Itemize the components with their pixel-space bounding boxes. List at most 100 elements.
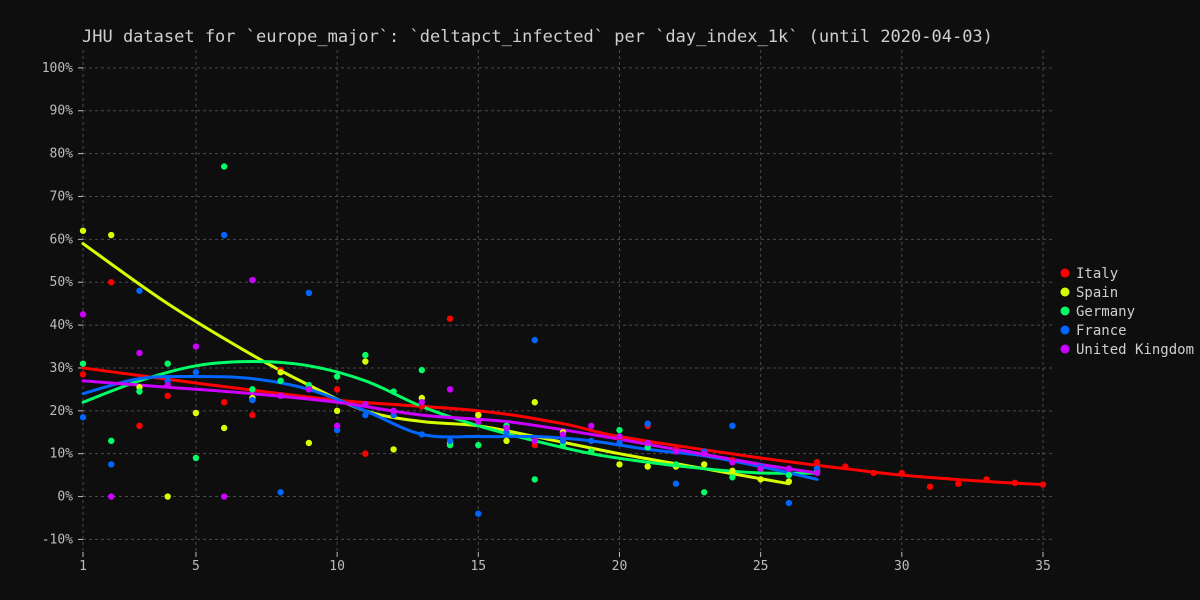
- point-germany: [475, 441, 482, 449]
- point-spain: [108, 231, 115, 239]
- x-tick-label: 5: [192, 559, 200, 574]
- trend-line-france: [81, 374, 819, 481]
- point-italy: [79, 371, 87, 378]
- point-france: [108, 461, 115, 468]
- point-spain: [785, 478, 793, 485]
- point-united-kingdom: [390, 407, 397, 415]
- point-spain: [164, 493, 171, 500]
- point-germany: [249, 386, 256, 393]
- grid: [82, 50, 1055, 552]
- point-italy: [955, 480, 962, 487]
- y-tick-label: 80%: [50, 147, 74, 162]
- point-spain: [305, 439, 313, 447]
- point-france: [729, 422, 736, 430]
- point-france: [531, 336, 538, 344]
- point-germany: [531, 476, 538, 483]
- point-united-kingdom: [164, 381, 171, 389]
- point-spain: [475, 411, 482, 419]
- chart-title: JHU dataset for `europe_major`: `deltapc…: [82, 27, 993, 47]
- y-tick-label: 10%: [50, 447, 74, 462]
- y-tick-label: 50%: [50, 275, 74, 290]
- legend-label-france: France: [1076, 323, 1127, 339]
- point-italy: [983, 476, 990, 483]
- point-spain: [700, 461, 708, 468]
- point-france: [79, 414, 87, 421]
- point-united-kingdom: [813, 469, 821, 477]
- point-germany: [277, 377, 284, 385]
- point-united-kingdom: [475, 418, 482, 425]
- data-points: [79, 163, 1047, 517]
- y-tick-label: -10%: [42, 532, 73, 547]
- x-tick-label: 25: [753, 559, 769, 574]
- point-germany: [785, 471, 793, 479]
- point-spain: [192, 409, 200, 417]
- point-italy: [926, 483, 934, 490]
- point-united-kingdom: [588, 422, 595, 430]
- legend-label-spain: Spain: [1076, 285, 1118, 301]
- legend-label-united-kingdom: United Kingdom: [1076, 342, 1194, 358]
- point-united-kingdom: [559, 431, 567, 438]
- point-italy: [898, 469, 906, 477]
- point-united-kingdom: [672, 448, 680, 455]
- point-france: [446, 437, 454, 445]
- point-united-kingdom: [305, 386, 313, 393]
- y-tick-label: 90%: [50, 104, 74, 119]
- legend-marker-spain: [1060, 287, 1070, 297]
- point-united-kingdom: [192, 343, 200, 350]
- point-united-kingdom: [277, 392, 284, 400]
- y-tick-label: 70%: [50, 189, 74, 204]
- x-axis: 1 5 10 15 20 25 30 35: [79, 552, 1051, 574]
- point-france: [672, 480, 680, 487]
- point-united-kingdom: [531, 437, 538, 445]
- point-france: [220, 231, 228, 239]
- point-germany: [333, 373, 341, 380]
- trend-line-italy: [81, 366, 1045, 487]
- point-united-kingdom: [729, 459, 736, 466]
- point-france: [136, 287, 143, 294]
- point-united-kingdom: [700, 450, 708, 457]
- point-united-kingdom: [333, 422, 341, 430]
- point-spain: [729, 467, 736, 475]
- legend: Italy Spain Germany France United Kingdom: [1060, 266, 1194, 358]
- point-germany: [729, 474, 736, 481]
- point-france: [559, 437, 567, 445]
- point-france: [249, 396, 256, 404]
- trend-lines: [81, 242, 1045, 487]
- point-france: [305, 289, 313, 297]
- point-germany: [220, 163, 228, 170]
- point-spain: [390, 446, 397, 453]
- legend-marker-france: [1060, 325, 1070, 335]
- point-france: [785, 499, 793, 507]
- legend-marker-italy: [1060, 268, 1070, 278]
- point-united-kingdom: [503, 424, 510, 432]
- point-united-kingdom: [362, 401, 369, 408]
- x-tick-label: 20: [612, 559, 628, 574]
- x-tick-label: 1: [79, 559, 87, 574]
- point-united-kingdom: [79, 311, 87, 318]
- point-united-kingdom: [418, 399, 426, 406]
- point-united-kingdom: [644, 439, 651, 447]
- point-united-kingdom: [249, 276, 256, 284]
- point-france: [644, 420, 651, 427]
- point-italy: [842, 463, 849, 470]
- point-germany: [108, 437, 115, 445]
- point-united-kingdom: [108, 493, 115, 500]
- legend-marker-united-kingdom: [1060, 344, 1070, 354]
- point-spain: [616, 461, 623, 468]
- point-spain: [362, 358, 369, 365]
- point-germany: [192, 454, 200, 462]
- x-tick-label: 10: [329, 559, 345, 574]
- y-tick-label: 40%: [50, 318, 74, 333]
- point-germany: [362, 351, 369, 359]
- x-tick-label: 15: [470, 559, 486, 574]
- point-france: [418, 431, 426, 438]
- point-france: [362, 411, 369, 419]
- point-germany: [79, 360, 87, 367]
- point-italy: [164, 392, 171, 400]
- y-tick-label: 100%: [42, 61, 73, 76]
- point-germany: [672, 461, 680, 468]
- point-germany: [164, 360, 171, 367]
- point-france: [192, 369, 200, 376]
- point-italy: [108, 279, 115, 286]
